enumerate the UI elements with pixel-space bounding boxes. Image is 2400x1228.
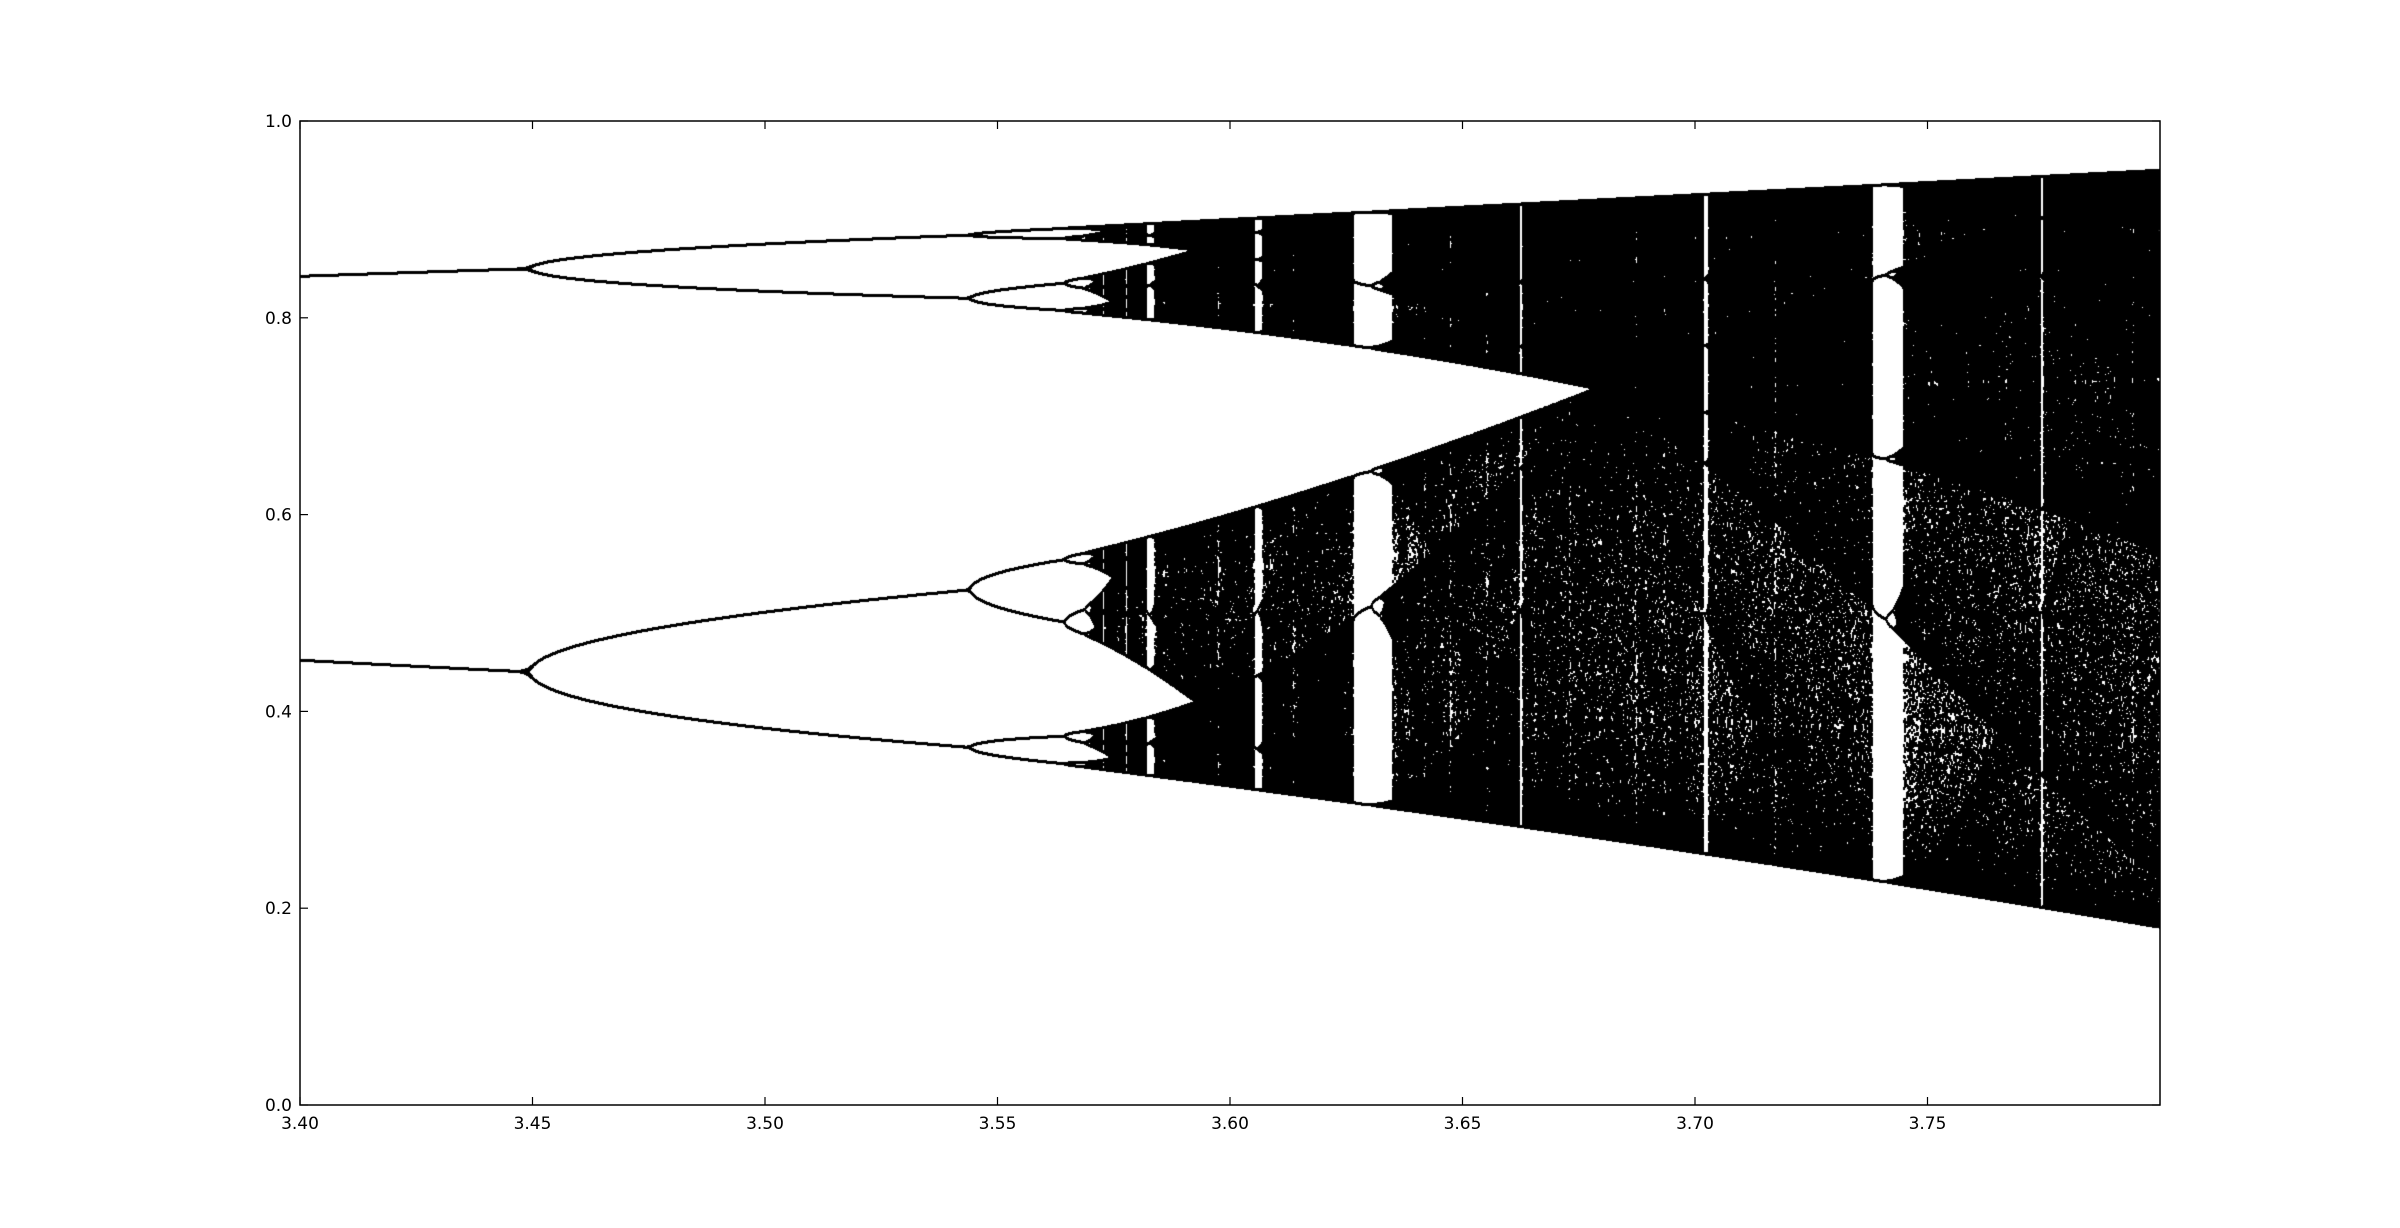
x-tick-label: 3.40 xyxy=(281,1114,319,1134)
x-tick-label: 3.45 xyxy=(514,1114,552,1134)
y-tick-label: 0.4 xyxy=(265,702,292,722)
bifurcation-points xyxy=(300,121,2160,1105)
x-tick-label: 3.60 xyxy=(1211,1114,1249,1134)
x-tick-label: 3.65 xyxy=(1444,1114,1482,1134)
x-tick-label: 3.50 xyxy=(746,1114,784,1134)
y-tick-label: 0.6 xyxy=(265,506,292,526)
y-tick-label: 0.0 xyxy=(265,1096,292,1116)
plot-area xyxy=(300,121,2160,1105)
y-tick-label: 0.2 xyxy=(265,899,292,919)
x-tick-label: 3.55 xyxy=(979,1114,1017,1134)
y-axis: 0.0 0.2 0.4 0.6 0.8 1.0 xyxy=(265,112,2160,1116)
x-tick-label: 3.75 xyxy=(1909,1114,1947,1134)
x-tick-label: 3.70 xyxy=(1676,1114,1714,1134)
y-tick-label: 1.0 xyxy=(265,112,292,132)
y-tick-label: 0.8 xyxy=(265,309,292,329)
axes-frame xyxy=(299,120,2161,1106)
x-axis: 3.40 3.45 3.50 3.55 3.60 3.65 3.70 3.75 xyxy=(281,121,1946,1134)
